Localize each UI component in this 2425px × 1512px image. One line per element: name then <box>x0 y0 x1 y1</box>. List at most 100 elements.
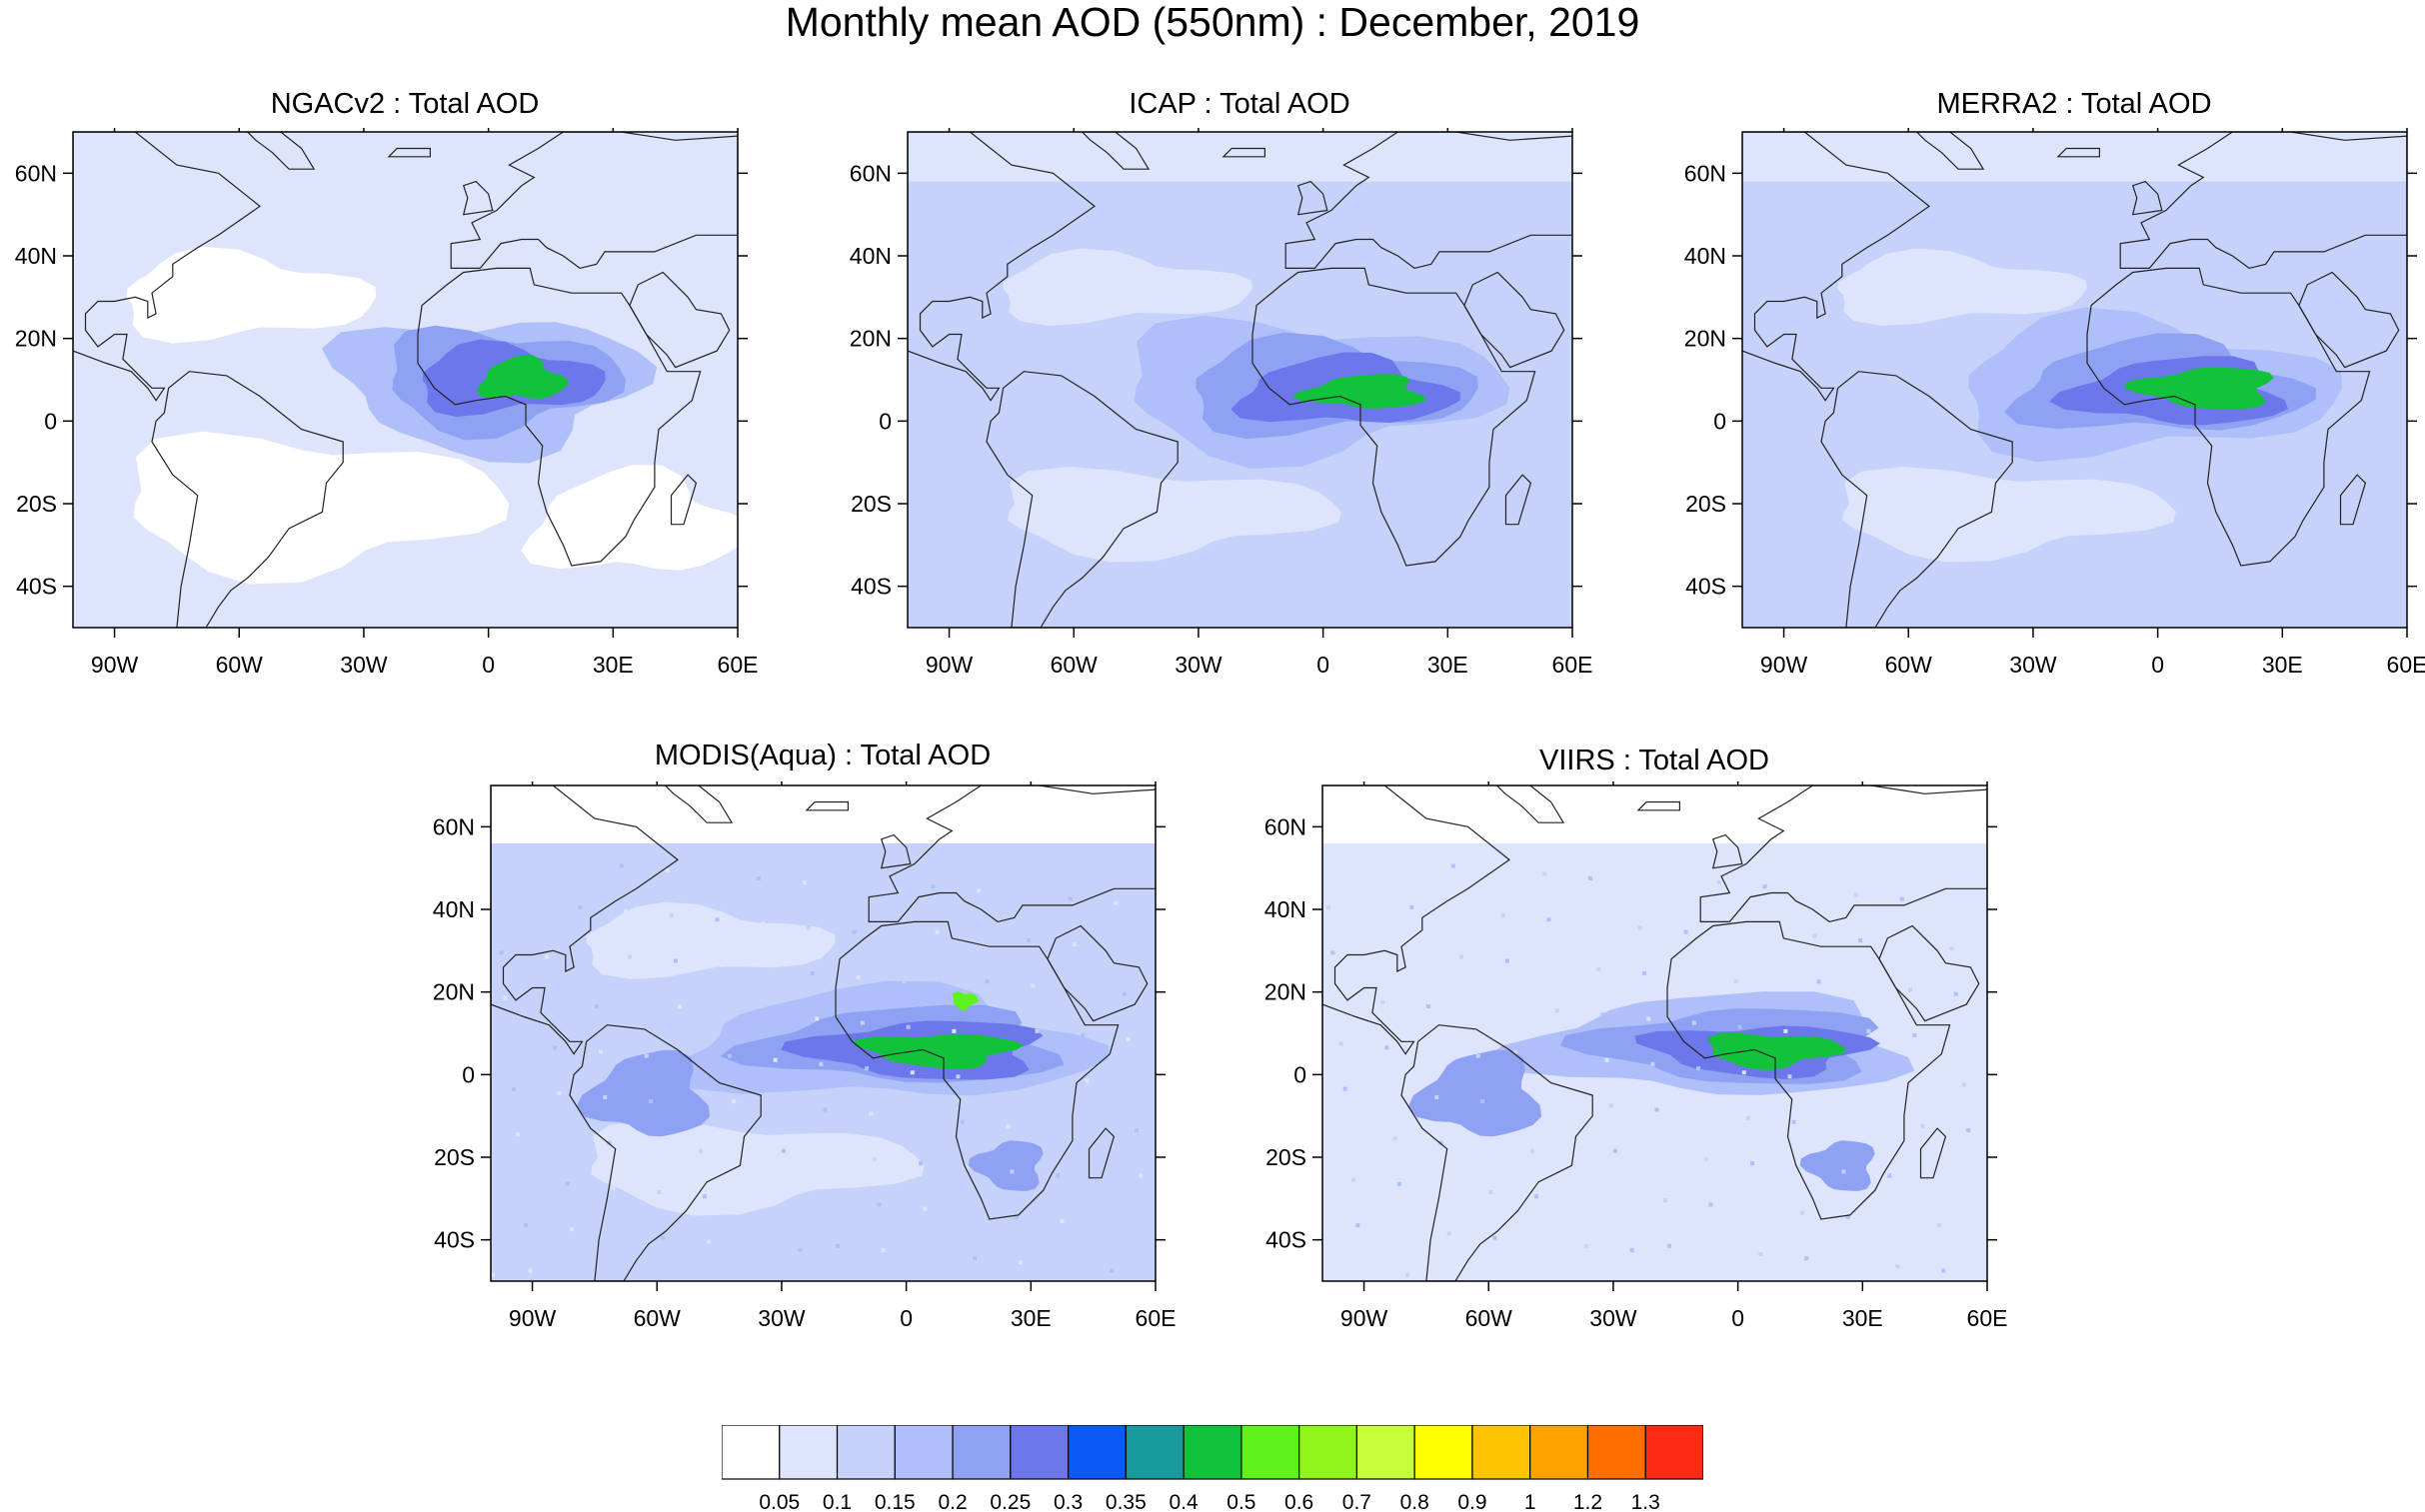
aod-retrieval-pixel <box>919 1161 924 1166</box>
coastline-arabia <box>1878 924 1980 1022</box>
aod-field-clean-ocean <box>126 246 377 344</box>
aod-plume-level <box>576 1049 711 1137</box>
aod-retrieval-pixel <box>678 1004 683 1009</box>
colorbar-swatch <box>1586 1425 1646 1480</box>
coastline-northAmerica <box>908 132 1097 402</box>
coastline-southAmerica <box>1400 1024 1593 1281</box>
aod-plume-level <box>476 355 569 400</box>
colorbar-label: 1 <box>1524 1491 1536 1512</box>
aod-retrieval-pixel <box>952 1028 957 1033</box>
coastline-madagascar <box>670 474 698 526</box>
aod-retrieval-pixel <box>545 954 550 959</box>
aod-retrieval-pixel <box>1816 979 1821 984</box>
aod-retrieval-pixel <box>1400 1227 1405 1232</box>
coastline-northAmerica <box>491 785 680 1055</box>
aod-retrieval-pixel <box>1588 875 1592 880</box>
aod-plume-level <box>2123 367 2274 410</box>
aod-retrieval-pixel <box>906 1024 911 1029</box>
colorbar-swatch <box>1240 1425 1300 1480</box>
lat-label: 40S <box>434 1227 475 1253</box>
coastline-africa <box>1251 267 1536 567</box>
lat-label: 0 <box>879 408 892 434</box>
aod-retrieval-pixel <box>644 1053 649 1058</box>
coastline-southAmerica <box>151 371 344 628</box>
coastline-southAmerica <box>1820 371 2013 628</box>
aod-retrieval-pixel <box>561 1136 566 1141</box>
aod-retrieval-pixel <box>798 1247 803 1252</box>
aod-retrieval-pixel <box>1845 1214 1850 1219</box>
aod-retrieval-pixel <box>981 933 986 938</box>
aod-retrieval-pixel <box>673 958 678 963</box>
aod-retrieval-pixel <box>1064 1264 1069 1269</box>
aod-retrieval-pixel <box>1866 1028 1871 1033</box>
aod-retrieval-pixel <box>856 975 861 980</box>
lat-label: 20N <box>850 326 892 352</box>
aod-retrieval-pixel <box>1795 1165 1800 1170</box>
aod-retrieval-pixel <box>1903 942 1908 947</box>
coastline-southAmerica <box>986 371 1179 628</box>
aod-retrieval-pixel <box>815 1016 820 1021</box>
aod-retrieval-pixel <box>1783 1028 1788 1033</box>
aod-retrieval-pixel <box>811 971 816 975</box>
coastline-madagascar <box>1919 1127 1947 1179</box>
coastline-africa <box>835 920 1120 1220</box>
lon-label: 30W <box>340 652 388 678</box>
lon-label: 60W <box>634 1305 682 1331</box>
aod-retrieval-pixel <box>1500 913 1505 918</box>
coastline-northAmerica <box>73 132 262 402</box>
aod-retrieval-pixel <box>1509 1004 1514 1009</box>
aod-retrieval-pixel <box>1870 1074 1875 1079</box>
aod-retrieval-pixel <box>707 1239 712 1244</box>
aod-retrieval-pixel <box>1513 1049 1518 1054</box>
colorbar-swatch <box>1413 1425 1473 1480</box>
aod-retrieval-pixel <box>1450 863 1455 868</box>
panel-title: VIIRS : Total AOD <box>1539 745 1769 776</box>
aod-retrieval-pixel <box>881 1247 886 1252</box>
aod-retrieval-pixel <box>1754 1206 1759 1211</box>
coastline-europe <box>450 132 738 270</box>
lat-label: 60N <box>15 160 57 186</box>
aod-retrieval-pixel <box>1455 909 1459 913</box>
coastline-northAmerica <box>1742 132 1931 402</box>
lat-label: 20S <box>851 491 892 517</box>
aod-retrieval-pixel <box>661 1235 666 1240</box>
aod-retrieval-pixel <box>553 1045 558 1050</box>
lon-label: 90W <box>509 1305 557 1331</box>
aod-retrieval-pixel <box>1704 1157 1709 1161</box>
colorbar: 0.05 0.1 0.15 0.2 0.25 0.3 0.35 0.4 0.5 0.6 0.7 0.8… <box>722 1425 1703 1512</box>
aod-retrieval-pixel <box>1442 1185 1447 1190</box>
aod-retrieval-pixel <box>1945 900 1950 905</box>
aod-retrieval-pixel <box>777 1103 782 1108</box>
aod-retrieval-pixel <box>1941 1268 1946 1273</box>
lat-label: 0 <box>462 1061 475 1087</box>
coastline-africa <box>417 267 702 567</box>
aod-retrieval-pixel <box>1355 1223 1360 1228</box>
panel-modis: MODIS(Aqua) : Total AOD 90W 60W 30W 0 30E 60E… <box>418 740 1198 1359</box>
aod-retrieval-pixel <box>1131 1082 1136 1087</box>
map-icap: 90W 60W 30W 0 30E 60E 60N 40N 20N 0 20S 40S <box>850 128 1592 678</box>
aod-retrieval-pixel <box>1862 983 1867 988</box>
aod-retrieval-pixel <box>528 1268 533 1273</box>
aod-retrieval-pixel <box>1957 1037 1962 1042</box>
coastline-madagascar <box>1504 474 1532 526</box>
colorbar-label: 0.5 <box>1226 1491 1255 1512</box>
aod-retrieval-pixel <box>1085 1078 1090 1083</box>
lon-label: 60E <box>1136 1305 1177 1331</box>
aod-retrieval-pixel <box>1114 900 1119 905</box>
aod-retrieval-pixel <box>1031 983 1036 988</box>
aod-retrieval-pixel <box>1023 892 1027 897</box>
lon-label: 30E <box>1427 652 1468 678</box>
aod-retrieval-pixel <box>781 1148 786 1153</box>
lon-label: 90W <box>1760 652 1808 678</box>
aod-plume-level <box>1291 374 1426 409</box>
aod-retrieval-pixel <box>1766 929 1771 934</box>
aod-retrieval-pixel <box>935 929 940 934</box>
colorbar-label: 0.3 <box>1054 1491 1083 1512</box>
aod-retrieval-pixel <box>1322 1272 1326 1277</box>
aod-retrieval-pixel <box>628 954 633 959</box>
colorbar-label: 0.1 <box>823 1491 852 1512</box>
aod-retrieval-pixel <box>1799 1210 1804 1215</box>
map-frame <box>1321 784 1988 1282</box>
aod-field-clean-ocean <box>1008 467 1341 563</box>
aod-retrieval-pixel <box>1920 1123 1925 1128</box>
